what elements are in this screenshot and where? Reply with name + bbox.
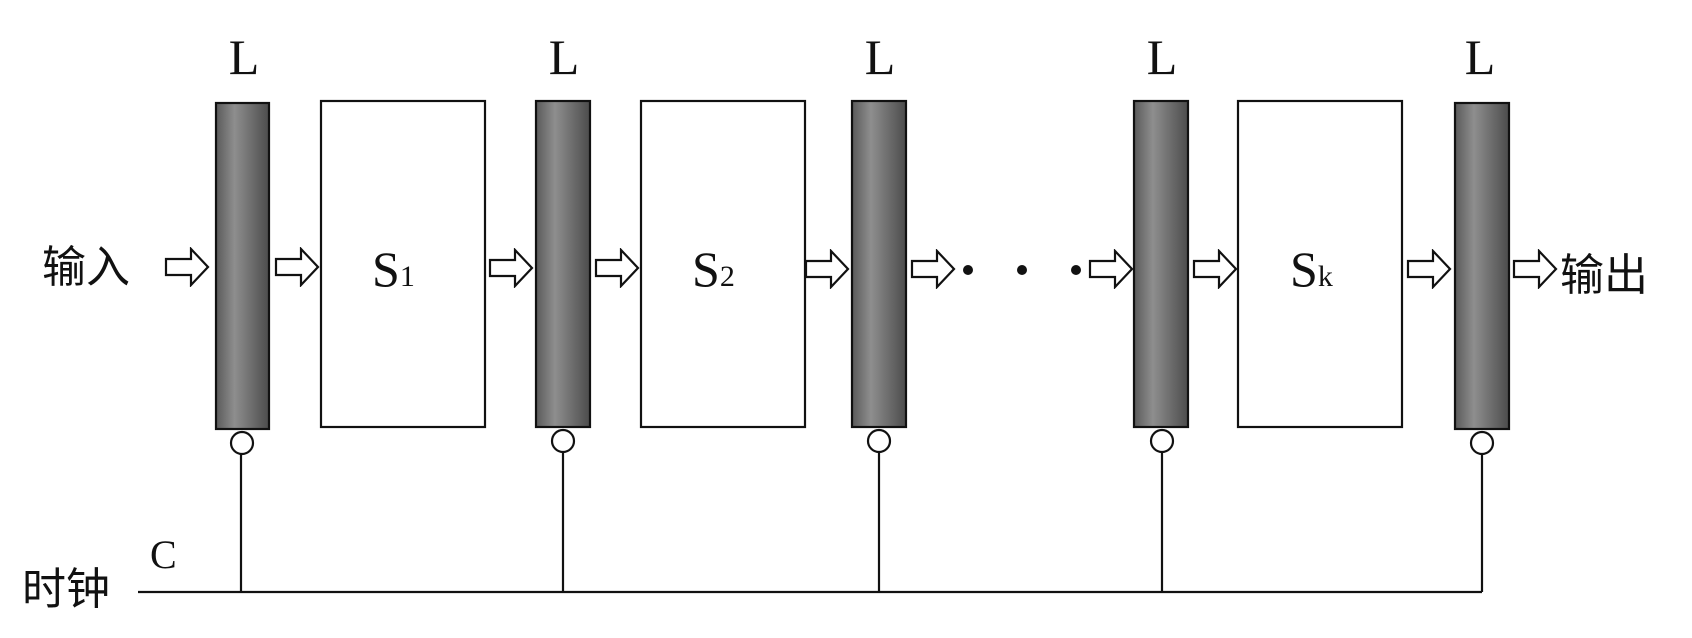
latch-label-2: L	[549, 29, 580, 85]
clock-bubble-2	[550, 428, 576, 454]
clock-bubble-4	[1149, 428, 1175, 454]
latch-label-5: L	[1465, 29, 1496, 85]
stage-label-s2: S2	[692, 241, 735, 297]
stage-box-sk	[1236, 99, 1404, 429]
arrow-s2-to-latch3	[804, 249, 850, 289]
stage-box-s1	[319, 99, 487, 429]
latch-label-4: L	[1147, 29, 1178, 85]
output-label: 输出	[1560, 250, 1648, 301]
arrow-latch1-to-s1	[274, 247, 320, 287]
ellipsis-dot-2	[1017, 265, 1027, 275]
latch-bar-2	[534, 99, 592, 429]
stage-box-s2	[639, 99, 807, 429]
arrow-output	[1512, 249, 1558, 289]
clock-bubble-1	[229, 430, 255, 456]
arrow-s1-to-latch2	[488, 248, 534, 288]
latch-bar-1	[214, 101, 271, 431]
ellipsis-dot-3	[1071, 265, 1081, 275]
arrow-latch3-out	[910, 249, 956, 289]
stage-label-sk: Sk	[1290, 241, 1333, 297]
input-label: 输入	[42, 242, 130, 293]
arrow-input-to-latch1	[164, 247, 210, 287]
stage-label-s1: S1	[372, 241, 415, 297]
clock-bubble-5	[1469, 430, 1495, 456]
clock-label: 时钟	[22, 564, 110, 615]
arrow-latch2-to-s2	[594, 248, 640, 288]
latch-label-3: L	[865, 29, 896, 85]
latch-label-1: L	[229, 29, 260, 85]
clock-signal-label: C	[150, 532, 177, 577]
arrow-latch4-to-sk	[1192, 249, 1238, 289]
latch-bar-4	[1132, 99, 1190, 429]
ellipsis-dot-1	[963, 265, 973, 275]
arrow-into-latch4	[1088, 249, 1134, 289]
latch-bar-3	[850, 99, 908, 429]
clock-bubble-3	[866, 428, 892, 454]
arrow-sk-to-latch5	[1406, 249, 1452, 289]
latch-bar-5	[1453, 101, 1511, 431]
